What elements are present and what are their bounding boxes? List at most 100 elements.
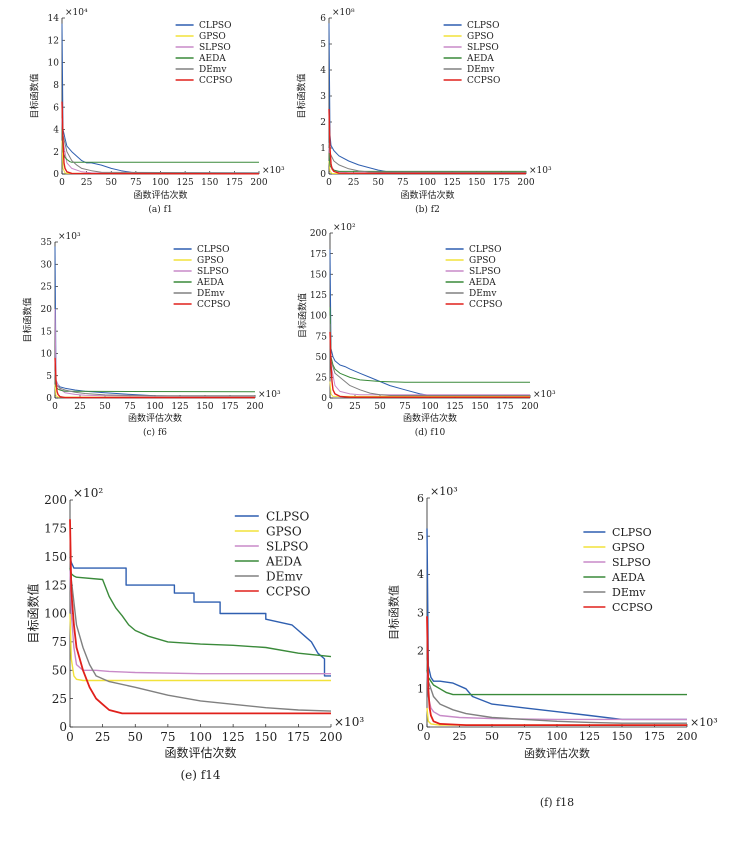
x-tick-label: 175 (644, 730, 665, 743)
x-tick-label: 200 (517, 178, 534, 188)
y-tick-label: 25 (316, 374, 328, 384)
legend-label: DEmv (612, 586, 646, 599)
y-tick-label: 75 (316, 332, 328, 342)
x-tick-label: 50 (373, 178, 385, 188)
chart-caption: (e) f14 (181, 768, 221, 782)
legend-label: CCPSO (197, 300, 230, 310)
x-tick-label: 50 (374, 402, 386, 412)
x-tick-label: 100 (421, 402, 438, 412)
x-axis-label: 函数评估次数 (133, 189, 187, 201)
y-exponent-label: ×10⁴ (65, 8, 88, 18)
y-tick-label: 1 (320, 144, 326, 154)
y-tick-label: 0 (53, 170, 59, 180)
y-tick-label: 3 (320, 92, 326, 102)
legend-label: DEmv (469, 289, 497, 299)
legend-label: SLPSO (266, 539, 308, 553)
y-tick-label: 10 (41, 350, 53, 360)
chart-f10: 0 25 50 75 100 125 150 175 200 0 25 50 75 100 125 150 17… (297, 223, 556, 438)
chart-f14: 0 25 50 75 100 125 150 175 200 0 25 50 75 100 125 150 17… (26, 486, 365, 782)
series-line-clpso (61, 23, 259, 174)
x-tick-label: 175 (496, 402, 513, 412)
y-axis-label: 目标函数值 (296, 73, 308, 118)
chart-f1: 0 2 4 6 8 10 12 14 0 25 50 75 100 125 150 175 200 ×10⁴ ×10… (29, 8, 285, 215)
x-exponent-label: ×10³ (334, 715, 364, 729)
y-tick-label: 5 (417, 530, 424, 543)
x-tick-label: 0 (424, 730, 431, 743)
legend-label: AEDA (466, 54, 494, 64)
x-tick-label: 150 (196, 402, 213, 412)
series-line-clpso (69, 556, 331, 677)
y-tick-label: 175 (310, 250, 327, 260)
legend-label: DEmv (467, 65, 495, 75)
series-line-slpso (329, 315, 530, 396)
x-tick-label: 50 (128, 730, 143, 744)
y-axis-label: 目标函数值 (26, 583, 41, 643)
series-line-demv (69, 556, 332, 712)
legend-label: DEmv (197, 289, 225, 299)
x-tick-label: 50 (99, 402, 111, 412)
legend-label: SLPSO (612, 556, 651, 569)
x-tick-label: 200 (521, 402, 538, 412)
y-axis-label: 目标函数值 (29, 73, 41, 118)
y-tick-label: 175 (44, 522, 67, 536)
x-tick-label: 50 (106, 178, 118, 188)
series-line-aeda (329, 307, 530, 383)
y-axis-label: 目标函数值 (297, 293, 309, 338)
x-tick-label: 0 (59, 178, 65, 188)
x-exponent-label: ×10³ (690, 716, 718, 729)
series-line-aeda (61, 129, 259, 163)
y-tick-label: 14 (48, 14, 60, 24)
x-tick-label: 200 (246, 402, 263, 412)
x-tick-label: 150 (468, 178, 485, 188)
legend-label: CLPSO (612, 526, 652, 539)
x-tick-label: 100 (419, 178, 436, 188)
y-tick-label: 50 (316, 353, 328, 363)
x-tick-label: 75 (397, 178, 409, 188)
x-tick-label: 200 (250, 178, 267, 188)
x-tick-label: 25 (453, 730, 467, 743)
y-tick-label: 2 (53, 148, 59, 158)
legend-label: AEDA (198, 54, 226, 64)
y-tick-label: 4 (417, 568, 424, 581)
y-tick-label: 50 (52, 663, 67, 677)
series-line-gpso (61, 140, 259, 174)
x-tick-label: 175 (226, 178, 243, 188)
x-exponent-label: ×10³ (533, 390, 556, 400)
y-tick-label: 6 (53, 103, 59, 113)
series-line-clpso (329, 249, 530, 396)
legend-label: AEDA (611, 571, 646, 584)
y-tick-label: 4 (53, 126, 59, 136)
y-tick-label: 6 (320, 14, 326, 24)
legend-label: CLPSO (266, 509, 309, 523)
x-tick-label: 125 (579, 730, 600, 743)
y-tick-label: 8 (53, 81, 59, 91)
legend-label: SLPSO (199, 43, 231, 53)
x-axis-label: 函数评估次数 (164, 745, 236, 760)
chart-caption: (c) f6 (143, 427, 167, 438)
chart-caption: (f) f18 (540, 796, 574, 809)
chart-caption: (d) f10 (415, 427, 446, 438)
y-tick-label: 150 (310, 270, 327, 280)
x-tick-label: 100 (189, 730, 212, 744)
x-tick-label: 0 (327, 402, 333, 412)
x-exponent-label: ×10³ (258, 390, 281, 400)
x-tick-label: 75 (160, 730, 175, 744)
series-line-demv (328, 142, 527, 173)
x-tick-label: 25 (74, 402, 86, 412)
series-line-clpso (426, 528, 687, 721)
x-tick-label: 75 (399, 402, 411, 412)
legend-label: GPSO (612, 541, 645, 554)
y-tick-label: 25 (52, 692, 67, 706)
chart-f2: 0 1 2 3 4 5 6 0 25 50 75 100 125 150 175 200 ×10⁸ ×10³ 函数评… (296, 8, 552, 215)
legend-label: CCPSO (199, 76, 232, 86)
y-tick-label: 125 (44, 578, 67, 592)
y-tick-label: 200 (44, 493, 67, 507)
series-line-aeda (328, 153, 526, 172)
legend-label: CCPSO (469, 300, 502, 310)
series-line-demv (426, 658, 687, 724)
legend-label: DEmv (266, 569, 303, 583)
y-tick-label: 3 (417, 606, 424, 619)
legend-label: SLPSO (197, 267, 229, 277)
